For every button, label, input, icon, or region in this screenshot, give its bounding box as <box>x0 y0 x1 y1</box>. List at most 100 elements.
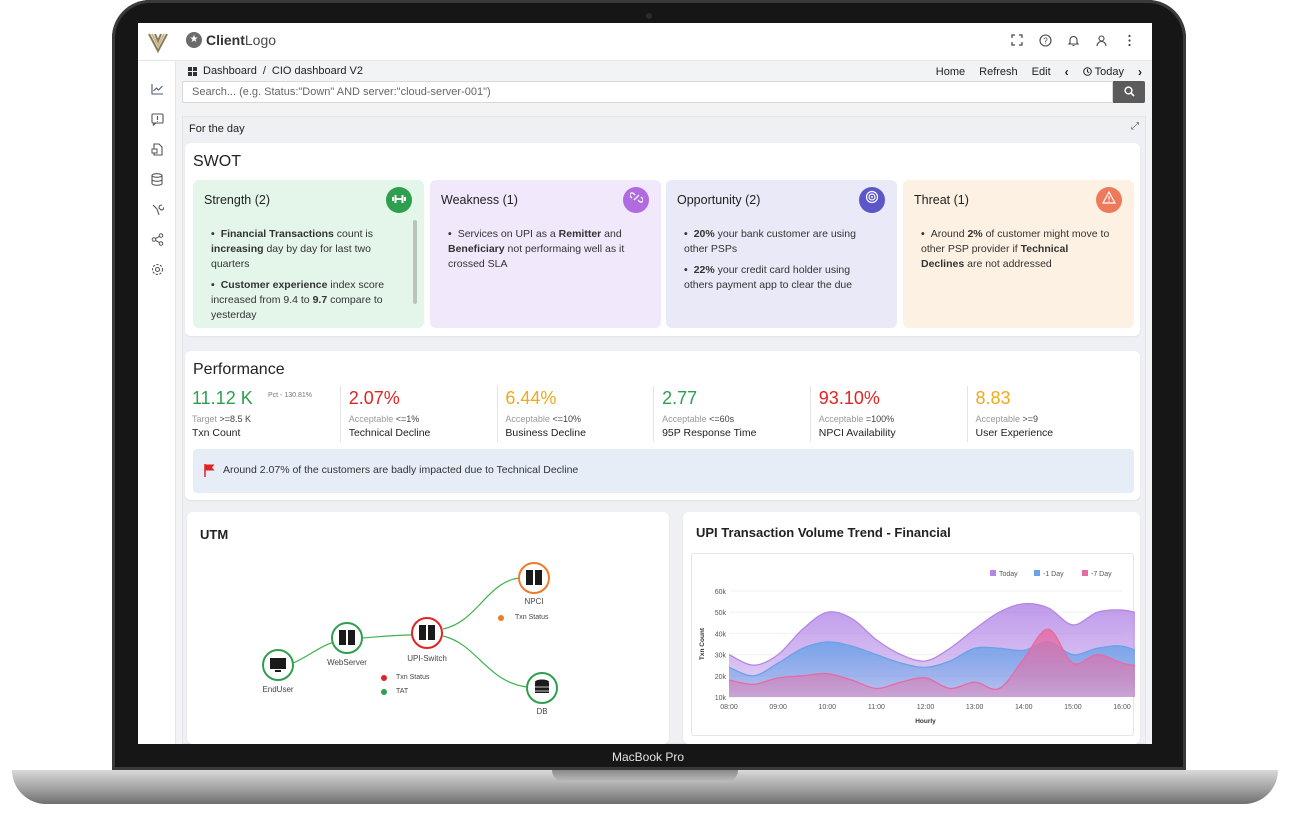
upiswitch-node[interactable] <box>411 617 443 649</box>
performance-card: Performance 11.12 K Pct - 130.81% Target >… <box>185 351 1140 500</box>
db-label: DB <box>536 707 548 716</box>
metric-4[interactable]: 93.10% Acceptable =100% NPCI Availability <box>812 386 968 442</box>
swot-title: SWOT <box>193 153 241 170</box>
search-button[interactable] <box>1113 81 1145 103</box>
metric-value: 6.44% <box>505 388 557 408</box>
npci-node[interactable] <box>518 562 550 594</box>
utm-card: UTM <box>187 512 669 744</box>
link-upiswitch-db <box>442 635 528 688</box>
threat-title: Threat (1) <box>914 193 969 207</box>
weakness-card: Weakness (1) • Services on UPI as a Remit… <box>430 180 661 328</box>
trend-card: UPI Transaction Volume Trend - Financial… <box>683 512 1152 744</box>
clock-icon <box>1082 67 1092 76</box>
chart-line-icon[interactable] <box>150 83 164 97</box>
threat-card: Threat (1) • Around 2% of customer might … <box>903 180 1134 328</box>
user-icon[interactable] <box>1094 34 1108 48</box>
today-button[interactable]: Today <box>1082 66 1124 78</box>
y-tick-label: 40k <box>715 631 727 638</box>
settings-icon[interactable] <box>150 263 164 277</box>
tools-icon[interactable] <box>150 203 165 217</box>
search-input[interactable]: Search... (e.g. Status:"Down" AND server… <box>182 81 1113 103</box>
metric-0[interactable]: 11.12 K Pct - 130.81% Target >=8.5 K Txn Co… <box>185 386 341 442</box>
more-vertical-icon[interactable] <box>1122 34 1136 48</box>
metric-pct: Pct - 130.81% <box>268 392 312 399</box>
flag-icon <box>204 464 215 477</box>
metric-threshold: Target >=8.5 K <box>192 414 252 424</box>
metric-value: 2.07% <box>348 388 400 408</box>
metric-value: 11.12 K <box>192 388 253 408</box>
home-button[interactable]: Home <box>935 66 966 78</box>
metric-5[interactable]: 8.83 Acceptable >=9 User Experience <box>969 386 1125 442</box>
opportunity-title: Opportunity (2) <box>677 193 761 207</box>
laptop-notch <box>552 770 738 782</box>
breadcrumb-separator: / <box>262 65 266 77</box>
metric-1[interactable]: 2.07% Acceptable <=1% Technical Decline <box>342 386 498 442</box>
fullscreen-icon[interactable] <box>1010 34 1024 48</box>
npci-label: NPCI <box>524 597 544 606</box>
db-node[interactable] <box>526 672 558 704</box>
help-icon[interactable]: ? <box>1038 34 1052 48</box>
metric-3[interactable]: 2.77 Acceptable <=60s 95P Response Time <box>655 386 812 442</box>
x-tick-label: 15:00 <box>1064 704 1082 711</box>
panel-title: For the day <box>189 123 245 135</box>
enduser-node[interactable] <box>262 649 294 681</box>
chevron-right-icon[interactable]: › <box>1138 65 1142 79</box>
expand-icon[interactable]: ⤢ <box>1131 121 1139 132</box>
share-icon[interactable] <box>150 233 164 247</box>
opportunity-card: Opportunity (2) • 20% your bank customer … <box>666 180 897 328</box>
npci-status-dot <box>498 615 504 621</box>
refresh-button[interactable]: Refresh <box>979 66 1018 78</box>
trend-chart: 10k 20k 30k 40k 50k 60k 08:00 09:00 10:00 11:00 12… <box>691 553 1152 736</box>
alert-banner: Around 2.07% of the customers are badly … <box>193 449 1134 493</box>
list-item: • Around 2% of customer might move to oth… <box>921 228 1110 270</box>
breadcrumb-root[interactable]: Dashboard <box>203 65 257 77</box>
metric-name: NPCI Availability <box>818 427 896 439</box>
report-icon[interactable] <box>150 143 164 157</box>
metric-name: Business Decline <box>505 427 586 439</box>
client-logo-text-b: Logo <box>244 32 277 48</box>
chevron-left-icon[interactable]: ‹ <box>1064 65 1069 79</box>
metric-2[interactable]: 6.44% Acceptable <=10% Business Decline <box>498 386 655 442</box>
txn-status-label: Txn Status <box>396 674 430 681</box>
npci-txn-status-label: Txn Status <box>515 614 549 621</box>
sidebar <box>138 61 176 744</box>
weakness-title: Weakness (1) <box>441 193 518 207</box>
edit-button[interactable]: Edit <box>1031 66 1051 78</box>
target-icon <box>859 187 885 213</box>
link-webserver-upiswitch <box>362 634 412 639</box>
series-area-2 <box>729 629 1152 697</box>
list-item: • 20% your bank customer are using other … <box>684 228 856 255</box>
metric-value: 2.77 <box>662 388 698 408</box>
metric-threshold: Acceptable <=60s <box>662 414 735 424</box>
camera <box>646 13 652 19</box>
metric-threshold: Acceptable <=1% <box>348 414 420 424</box>
legend-label-2: -7 Day <box>1091 571 1112 578</box>
app-logo-icon[interactable] <box>148 31 168 53</box>
database-icon[interactable] <box>150 173 164 187</box>
x-tick-label: 12:00 <box>917 704 935 711</box>
utm-title: UTM <box>200 527 229 542</box>
broken-link-icon <box>623 187 649 213</box>
strength-title: Strength (2) <box>204 193 271 207</box>
legend-swatch-1 <box>1034 570 1040 576</box>
strength-list: • Financial Transactions count is increas… <box>211 227 401 329</box>
list-item: • Customer experience index score increas… <box>211 279 385 321</box>
metric-name: User Experience <box>975 427 1054 439</box>
alert-message: Around 2.07% of the customers are badly … <box>223 464 579 476</box>
webserver-node[interactable] <box>331 622 363 654</box>
weakness-list: • Services on UPI as a Remitter and Benef… <box>448 227 638 278</box>
top-icons: ? <box>1010 34 1136 48</box>
metric-name: Txn Count <box>192 427 241 439</box>
alert-icon[interactable] <box>150 113 164 127</box>
y-tick-label: 60k <box>715 589 727 596</box>
scrollbar[interactable] <box>413 220 417 304</box>
bell-icon[interactable] <box>1066 34 1080 48</box>
performance-title: Performance <box>193 361 285 378</box>
client-logo-text-a: Client <box>206 32 245 48</box>
tat-dot <box>381 689 387 695</box>
metric-threshold: Acceptable <=10% <box>505 414 581 424</box>
client-logo[interactable]: ★ ClientLogo <box>186 32 276 48</box>
x-axis-title: Hourly <box>915 718 936 725</box>
metric-name: 95P Response Time <box>662 427 757 439</box>
